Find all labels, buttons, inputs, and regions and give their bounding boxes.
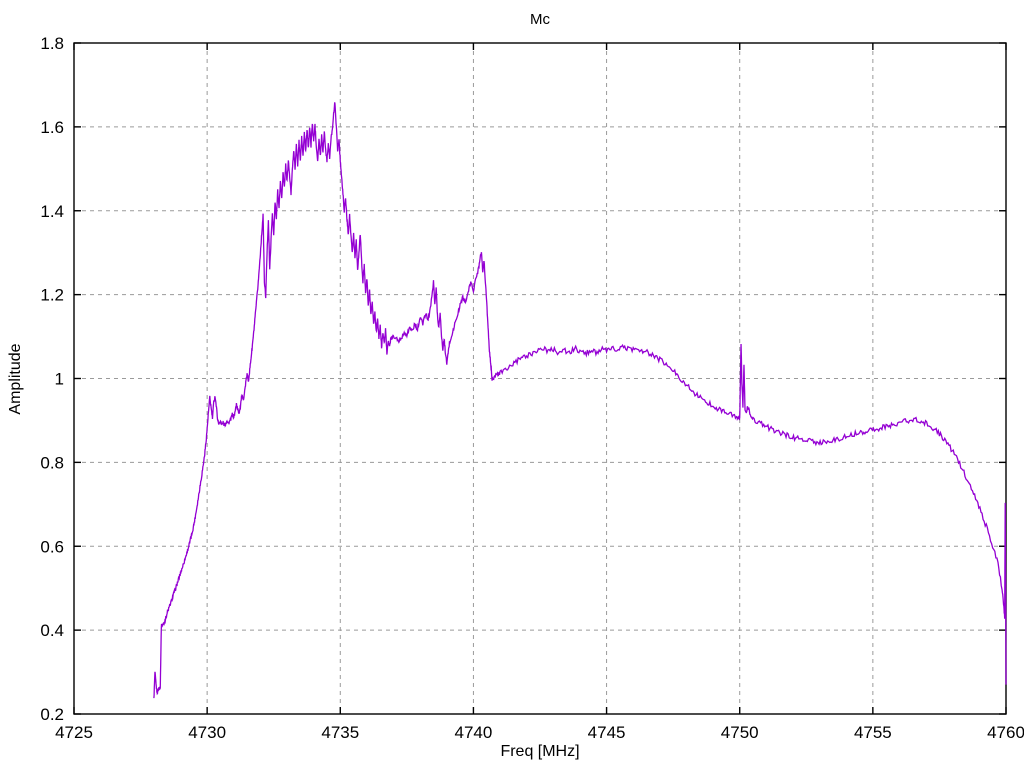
- x-tick-label: 4750: [721, 723, 759, 742]
- x-tick-label: 4740: [455, 723, 493, 742]
- x-tick-label: 4760: [987, 723, 1024, 742]
- y-tick-label: 0.6: [40, 537, 64, 556]
- y-tick-label: 1: [55, 370, 64, 389]
- y-tick-label: 0.8: [40, 453, 64, 472]
- y-tick-label: 1.8: [40, 34, 64, 53]
- y-tick-label: 1.4: [40, 202, 64, 221]
- data-series-mc: [153, 102, 1007, 699]
- y-axis-ticks: 0.2 0.4 0.6 0.8 1 1.2 1.4 1.6 1.8: [40, 34, 1006, 724]
- x-tick-label: 4735: [321, 723, 359, 742]
- x-tick-label: 4725: [55, 723, 93, 742]
- x-axis-label: Freq [MHz]: [500, 743, 579, 760]
- y-axis-label: Amplitude: [7, 343, 24, 414]
- y-tick-label: 0.4: [40, 621, 64, 640]
- chart-title: Mc: [530, 11, 550, 28]
- gridlines: [74, 43, 1006, 714]
- x-tick-label: 4745: [588, 723, 626, 742]
- x-tick-label: 4730: [188, 723, 226, 742]
- x-axis-ticks: 4725 4730 4735 4740 4745 4750 4755 4760: [55, 43, 1024, 742]
- y-tick-label: 1.6: [40, 118, 64, 137]
- x-tick-label: 4755: [854, 723, 892, 742]
- y-tick-label: 1.2: [40, 286, 64, 305]
- y-tick-label: 0.2: [40, 705, 64, 724]
